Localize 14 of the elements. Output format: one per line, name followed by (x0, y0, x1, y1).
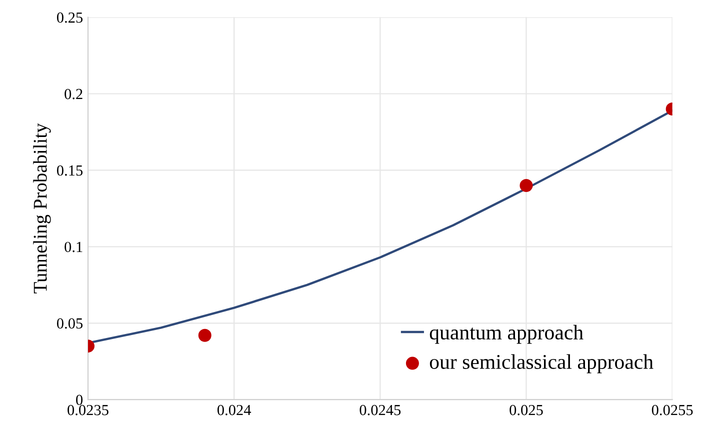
y-tick-label: 0 (76, 394, 83, 406)
y-axis-title: Tunneling Probability (33, 123, 51, 294)
legend-label: our semiclassical approach (430, 354, 654, 374)
y-tick-label: 0.15 (56, 165, 83, 176)
y-tick-label: 0.1 (64, 242, 82, 252)
x-tick-label: 0.0235 (68, 404, 108, 416)
x-tick-label: 0.0255 (652, 404, 693, 416)
x-tick-label: 0.0245 (360, 404, 401, 416)
x-tick-label: 0.025 (510, 404, 543, 416)
y-tick-label: 0.05 (56, 318, 83, 329)
y-tick-label: 0.25 (56, 12, 83, 23)
x-tick-label: 0.024 (217, 404, 252, 416)
y-tick-label: 0.2 (64, 88, 82, 100)
legend-label: quantum approach (430, 324, 584, 344)
